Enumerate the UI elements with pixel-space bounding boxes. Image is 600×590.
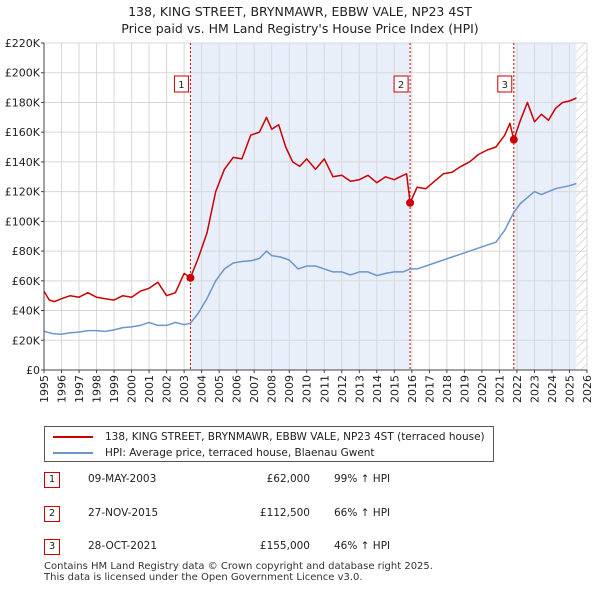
x-tick-label: 2020 (476, 375, 489, 403)
x-tick-label: 2009 (283, 375, 296, 403)
legend-label-property: 138, KING STREET, BRYNMAWR, EBBW VALE, N… (105, 431, 485, 443)
projection-hatch (576, 43, 587, 370)
x-tick-label: 2022 (511, 375, 524, 403)
chart-title: 138, KING STREET, BRYNMAWR, EBBW VALE, N… (0, 3, 600, 37)
sale-label: 3 (502, 80, 508, 91)
x-tick-label: 2010 (301, 375, 314, 403)
x-tick-label: 2002 (161, 375, 174, 403)
sale-date: 27-NOV-2015 (88, 507, 159, 519)
x-tick-label: 2026 (581, 375, 594, 403)
chart-title-line2: Price paid vs. HM Land Registry's House … (121, 21, 479, 36)
y-tick-label: £60K (12, 275, 41, 288)
series-line-property (44, 97, 577, 303)
sales-row: 3 28-OCT-2021 £155,000 46% ↑ HPI (44, 537, 464, 557)
sale-hpi-change: 99% ↑ HPI (334, 473, 391, 485)
sale-point (509, 135, 518, 144)
footer-line1: Contains HM Land Registry data © Crown c… (44, 561, 433, 572)
x-tick-label: 1995 (38, 375, 51, 403)
footer-line2: This data is licensed under the Open Gov… (44, 572, 363, 583)
y-tick-label: £140K (5, 156, 41, 169)
y-tick-label: £120K (5, 186, 41, 199)
x-tick-label: 1996 (56, 375, 69, 403)
sale-number-badge: 1 (44, 472, 60, 488)
sale-price: £112,500 (259, 507, 310, 519)
sale-label-box (173, 75, 189, 93)
y-tick-label: £0 (26, 364, 40, 377)
x-tick-label: 2006 (231, 375, 244, 403)
y-tick-label: £100K (5, 215, 41, 228)
legend-item-property: 138, KING STREET, BRYNMAWR, EBBW VALE, N… (53, 429, 485, 445)
sale-label: 1 (178, 80, 184, 91)
x-tick-label: 2005 (213, 375, 226, 403)
sale-number-badge: 2 (44, 506, 60, 522)
x-tick-label: 2000 (126, 375, 139, 403)
legend-swatch-hpi (53, 452, 93, 454)
price-chart: 1 2 3 £0 £20K £40K £60K £80K £100K £120K £140K £16… (5, 37, 594, 403)
x-tick-label: 2015 (388, 375, 401, 403)
x-tick-label: 2008 (266, 375, 279, 403)
x-tick-label: 2007 (248, 375, 261, 403)
x-tick-label: 1998 (91, 375, 104, 403)
x-tick-label: 2003 (178, 375, 191, 403)
x-tick-label: 2019 (458, 375, 471, 403)
x-tick-label: 1999 (108, 375, 121, 403)
x-tick-label: 2023 (528, 375, 541, 403)
x-tick-label: 2001 (143, 375, 156, 403)
sale-hpi-change: 66% ↑ HPI (334, 507, 391, 519)
sale-price: £62,000 (266, 473, 310, 485)
sale-point (186, 273, 195, 282)
x-tick-label: 2013 (353, 375, 366, 403)
sale-label-box (393, 75, 409, 93)
x-tick-label: 2024 (546, 375, 559, 403)
legend-swatch-property (53, 436, 93, 438)
sales-row: 1 09-MAY-2003 £62,000 99% ↑ HPI (44, 470, 464, 490)
x-tick-label: 2011 (318, 375, 331, 403)
ownership-shade (190, 43, 411, 370)
y-tick-label: £180K (5, 96, 41, 109)
y-tick-label: £160K (5, 126, 41, 139)
chart-legend: 138, KING STREET, BRYNMAWR, EBBW VALE, N… (44, 426, 494, 462)
sale-price: £155,000 (259, 540, 310, 552)
sale-point (406, 198, 415, 207)
series-line-hpi (44, 182, 577, 336)
x-tick-label: 2025 (563, 375, 576, 403)
x-tick-label: 2017 (423, 375, 436, 403)
y-tick-label: £220K (5, 37, 41, 50)
legend-item-hpi: HPI: Average price, terraced house, Blae… (53, 445, 375, 461)
y-tick-label: £200K (5, 67, 41, 80)
sale-label: 2 (398, 80, 404, 91)
y-tick-label: £40K (12, 305, 41, 318)
x-tick-label: 2014 (371, 375, 384, 403)
footer-attribution: Contains HM Land Registry data © Crown c… (44, 561, 584, 583)
legend-label-hpi: HPI: Average price, terraced house, Blae… (105, 447, 375, 459)
x-tick-label: 2004 (196, 375, 209, 403)
y-tick-label: £20K (12, 334, 41, 347)
x-tick-label: 1997 (73, 375, 86, 403)
sale-number-badge: 3 (44, 539, 60, 555)
y-tick-label: £80K (12, 245, 41, 258)
chart-title-line1: 138, KING STREET, BRYNMAWR, EBBW VALE, N… (128, 4, 472, 19)
x-tick-label: 2012 (336, 375, 349, 403)
x-tick-label: 2016 (406, 375, 419, 403)
sale-hpi-change: 46% ↑ HPI (334, 540, 391, 552)
ownership-shade (513, 43, 577, 370)
sale-date: 09-MAY-2003 (88, 473, 157, 485)
sale-label-box (497, 75, 513, 93)
sale-date: 28-OCT-2021 (88, 540, 157, 552)
x-tick-label: 2018 (441, 375, 454, 403)
x-tick-label: 2021 (493, 375, 506, 403)
sales-row: 2 27-NOV-2015 £112,500 66% ↑ HPI (44, 504, 464, 524)
